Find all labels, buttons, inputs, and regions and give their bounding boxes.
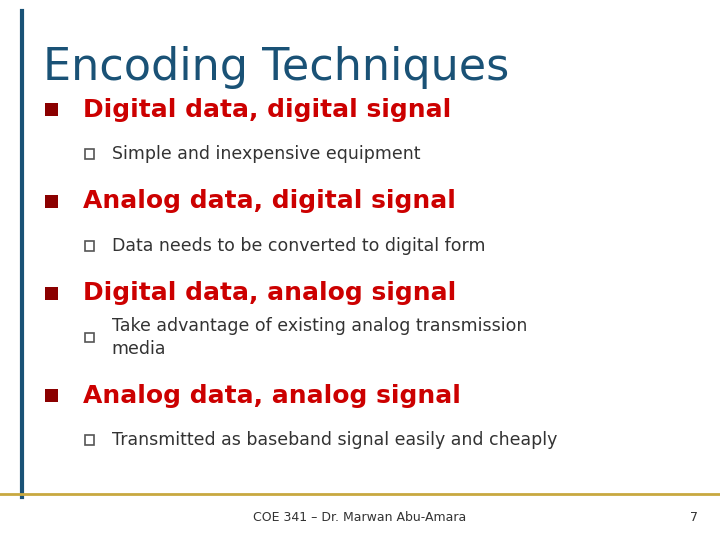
Text: Take advantage of existing analog transmission
media: Take advantage of existing analog transm… — [112, 316, 527, 359]
Text: Analog data, digital signal: Analog data, digital signal — [83, 190, 456, 213]
Text: Digital data, analog signal: Digital data, analog signal — [83, 281, 456, 305]
Text: Simple and inexpensive equipment: Simple and inexpensive equipment — [112, 145, 420, 163]
Text: Transmitted as baseband signal easily and cheaply: Transmitted as baseband signal easily an… — [112, 431, 557, 449]
Text: Data needs to be converted to digital form: Data needs to be converted to digital fo… — [112, 237, 485, 255]
Text: Encoding Techniques: Encoding Techniques — [43, 46, 510, 89]
Text: Analog data, analog signal: Analog data, analog signal — [83, 384, 461, 408]
Text: Digital data, digital signal: Digital data, digital signal — [83, 98, 451, 122]
Text: 7: 7 — [690, 511, 698, 524]
Text: COE 341 – Dr. Marwan Abu-Amara: COE 341 – Dr. Marwan Abu-Amara — [253, 511, 467, 524]
